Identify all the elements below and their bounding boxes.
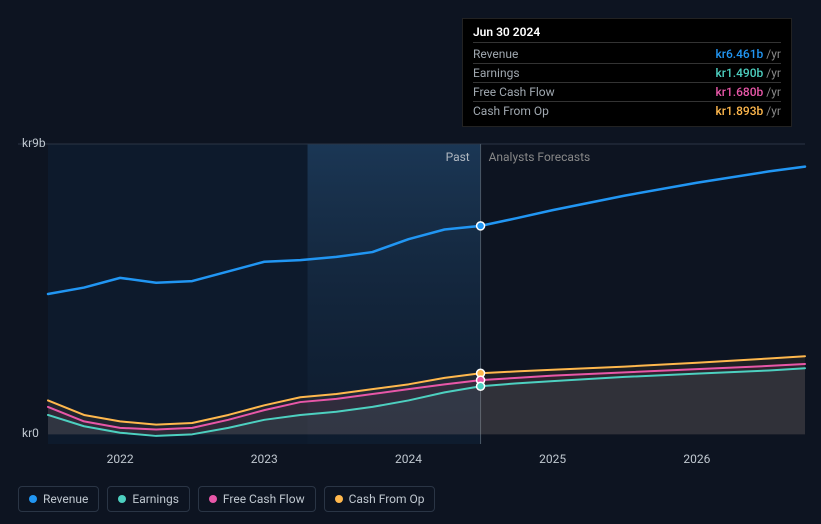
- y-axis-label: kr9b: [22, 136, 46, 150]
- legend-label: Revenue: [43, 492, 88, 506]
- x-axis-label: 2023: [251, 452, 278, 466]
- legend-dot-icon: [29, 495, 37, 503]
- tooltip-row-unit: /yr: [766, 66, 781, 80]
- legend-item-earnings[interactable]: Earnings: [107, 486, 190, 512]
- tooltip-row-label: Free Cash Flow: [473, 85, 715, 99]
- tooltip-row: Revenuekr6.461b/yr: [473, 45, 781, 64]
- x-axis-label: 2024: [395, 452, 422, 466]
- tooltip-row-unit: /yr: [766, 85, 781, 99]
- chart-tooltip: Jun 30 2024 Revenuekr6.461b/yrEarningskr…: [462, 18, 792, 127]
- tooltip-row: Earningskr1.490b/yr: [473, 64, 781, 83]
- tooltip-row-label: Cash From Op: [473, 104, 715, 118]
- tooltip-row: Cash From Opkr1.893b/yr: [473, 102, 781, 120]
- legend-label: Earnings: [132, 492, 179, 506]
- tooltip-row: Free Cash Flowkr1.680b/yr: [473, 83, 781, 102]
- tooltip-row-label: Revenue: [473, 47, 715, 61]
- tooltip-row-unit: /yr: [766, 47, 781, 61]
- legend-item-free-cash-flow[interactable]: Free Cash Flow: [198, 486, 316, 512]
- tooltip-date: Jun 30 2024: [473, 25, 781, 43]
- section-label-forecast: Analysts Forecasts: [489, 150, 591, 164]
- tooltip-row-unit: /yr: [766, 104, 781, 118]
- tooltip-row-value: kr1.893b: [715, 104, 763, 118]
- chart-container: Jun 30 2024 Revenuekr6.461b/yrEarningskr…: [0, 0, 821, 524]
- legend-item-revenue[interactable]: Revenue: [18, 486, 99, 512]
- tooltip-row-value: kr1.490b: [715, 66, 763, 80]
- tooltip-row-value: kr1.680b: [715, 85, 763, 99]
- legend-item-cash-from-op[interactable]: Cash From Op: [324, 486, 436, 512]
- chart-legend: Revenue Earnings Free Cash Flow Cash From O…: [18, 486, 435, 512]
- section-label-past: Past: [446, 150, 470, 164]
- tooltip-row-value: kr6.461b: [715, 47, 763, 61]
- legend-label: Cash From Op: [349, 492, 425, 506]
- legend-dot-icon: [118, 495, 126, 503]
- x-axis-label: 2022: [107, 452, 134, 466]
- x-axis-label: 2026: [683, 452, 710, 466]
- legend-dot-icon: [209, 495, 217, 503]
- tooltip-row-label: Earnings: [473, 66, 715, 80]
- x-axis-label: 2025: [539, 452, 566, 466]
- y-axis-label: kr0: [22, 426, 39, 440]
- legend-dot-icon: [335, 495, 343, 503]
- legend-label: Free Cash Flow: [223, 492, 305, 506]
